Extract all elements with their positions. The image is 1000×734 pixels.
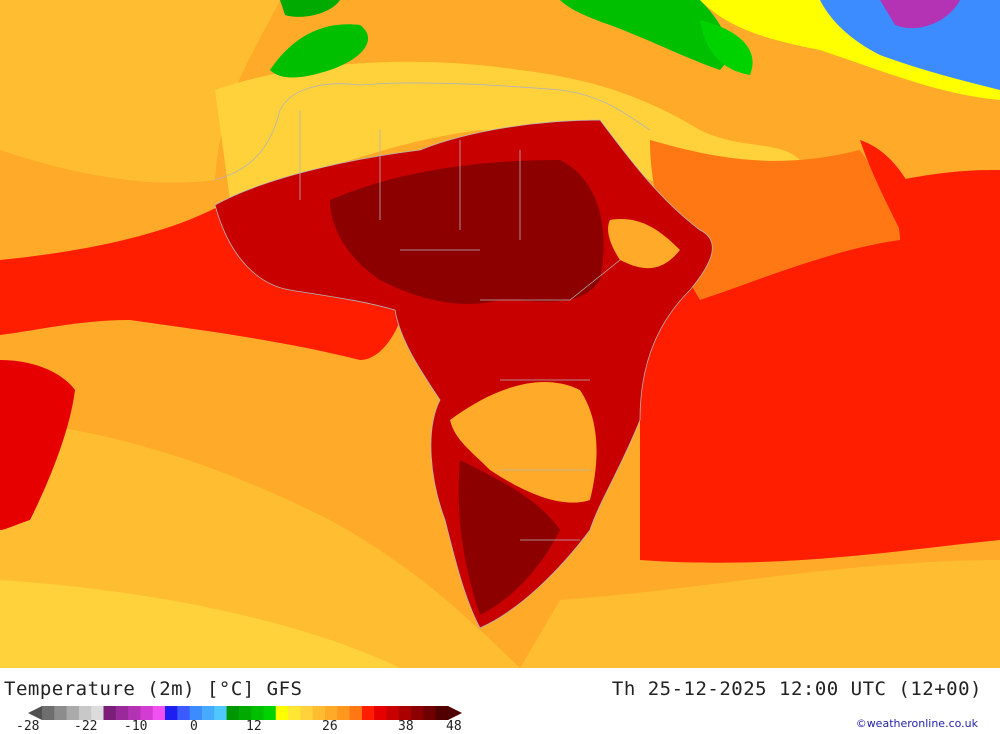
legend-min-arrow — [28, 706, 42, 720]
himalaya-cold — [820, 0, 1000, 90]
legend-swatch — [263, 706, 277, 720]
legend-swatch — [78, 706, 92, 720]
legend-swatch — [226, 706, 240, 720]
legend-swatch — [66, 706, 80, 720]
legend-swatch — [435, 706, 449, 720]
legend-swatches — [28, 706, 462, 720]
india-peninsula — [860, 140, 945, 280]
legend-swatch — [115, 706, 129, 720]
legend-swatch — [214, 706, 228, 720]
europe-cool-top — [280, 0, 340, 17]
ethiopia-highlands — [608, 219, 680, 269]
legend-swatch — [411, 706, 424, 720]
legend-tick-label: 0 — [190, 719, 198, 734]
legend-swatch — [288, 706, 301, 720]
legend-swatch — [349, 706, 363, 720]
legend-swatch — [177, 706, 191, 720]
legend-tick-label: 26 — [322, 719, 338, 734]
legend-swatch — [398, 706, 412, 720]
legend-swatch — [140, 706, 154, 720]
far-south-cool — [0, 580, 400, 668]
legend-swatch — [374, 706, 387, 720]
legend-swatch — [128, 706, 141, 720]
legend-max-arrow — [448, 706, 462, 720]
legend-swatch — [201, 706, 215, 720]
color-legend — [28, 706, 462, 720]
legend-swatch — [91, 706, 105, 720]
sahel-extreme-heat — [330, 160, 604, 304]
legend-tick-label: -10 — [124, 719, 148, 734]
legend-swatch — [423, 706, 437, 720]
legend-swatch — [386, 706, 400, 720]
credit-link[interactable]: ©weatheronline.co.uk — [855, 717, 978, 730]
tibet-very-cold — [880, 0, 960, 29]
legend-tick-label: 12 — [246, 719, 262, 734]
north-atlantic — [0, 0, 280, 183]
legend-swatch — [324, 706, 338, 720]
legend-tick-label: 48 — [446, 719, 462, 734]
legend-swatch — [312, 706, 326, 720]
southern-africa-extreme — [458, 460, 560, 615]
legend-swatch — [361, 706, 375, 720]
legend-swatch — [165, 706, 178, 720]
legend-tick-label: 38 — [398, 719, 414, 734]
footer-panel — [0, 668, 1000, 733]
legend-swatch — [337, 706, 351, 720]
south-indian-warm — [520, 560, 1000, 668]
middle-east-cool — [560, 0, 729, 70]
legend-swatch — [300, 706, 314, 720]
legend-swatch — [42, 706, 55, 720]
zambia-highlands — [450, 381, 597, 503]
legend-tick-label: -28 — [16, 719, 40, 734]
map-valid-time: Th 25-12-2025 12:00 UTC (12+00) — [611, 678, 982, 700]
south-america-coast — [0, 360, 75, 530]
map-title: Temperature (2m) [°C] GFS — [4, 678, 303, 700]
legend-swatch — [103, 706, 117, 720]
legend-swatch — [238, 706, 252, 720]
legend-swatch — [251, 706, 264, 720]
legend-swatch — [189, 706, 203, 720]
arabian-sea — [650, 140, 900, 300]
map-svg — [0, 0, 1000, 668]
legend-swatch — [152, 706, 166, 720]
legend-swatch — [54, 706, 68, 720]
caucasus-cool — [700, 20, 753, 75]
legend-swatch — [275, 706, 289, 720]
temperature-map — [0, 0, 1000, 668]
madagascar — [673, 448, 715, 546]
country-borders — [214, 82, 713, 629]
europe-cool-west — [270, 24, 369, 78]
legend-tick-label: -22 — [74, 719, 98, 734]
